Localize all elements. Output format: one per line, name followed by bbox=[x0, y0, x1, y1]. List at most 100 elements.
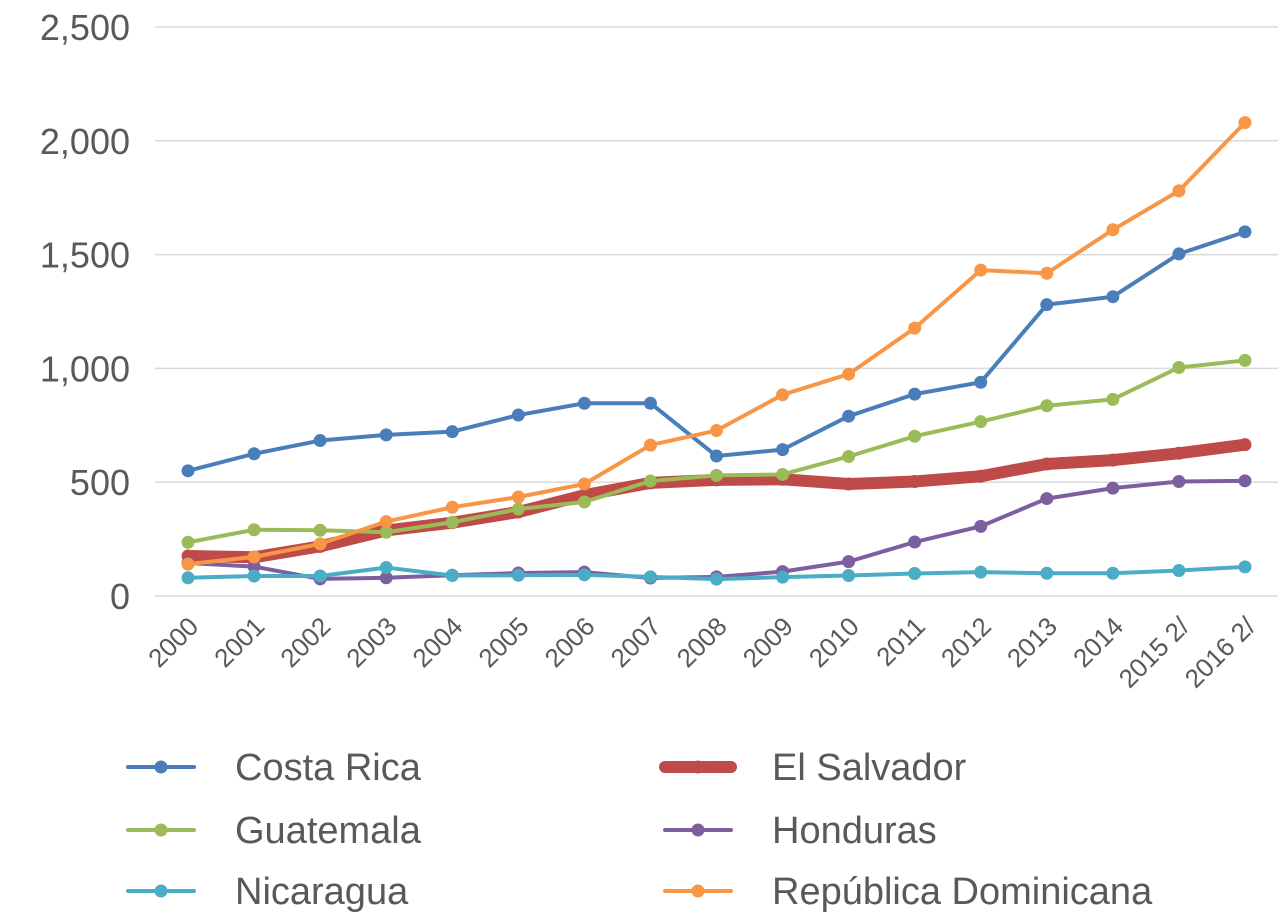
x-tick-label: 2000 bbox=[142, 611, 204, 673]
data-point bbox=[1172, 360, 1186, 374]
data-point bbox=[379, 571, 393, 585]
data-point bbox=[974, 519, 988, 533]
data-point bbox=[1238, 560, 1252, 574]
data-point bbox=[247, 550, 261, 564]
data-point bbox=[313, 537, 327, 551]
legend-label: Nicaragua bbox=[235, 871, 409, 913]
data-point bbox=[776, 467, 790, 481]
data-point bbox=[511, 502, 525, 516]
x-tick-label: 2007 bbox=[605, 611, 667, 673]
data-point bbox=[379, 515, 393, 529]
data-point bbox=[643, 396, 657, 410]
legend-label: Honduras bbox=[772, 810, 937, 852]
data-point bbox=[313, 523, 327, 537]
y-tick-label: 500 bbox=[70, 462, 130, 503]
data-point bbox=[1106, 481, 1120, 495]
data-point bbox=[1238, 116, 1252, 130]
data-point bbox=[842, 449, 856, 463]
data-point bbox=[1106, 223, 1120, 237]
data-point bbox=[1172, 247, 1186, 261]
data-point bbox=[1238, 438, 1252, 452]
data-point bbox=[776, 570, 790, 584]
x-axis-tick-labels: 2000 2001 2002 2003 2004 2005 2006 2007 2008 2009… bbox=[142, 610, 1262, 693]
x-tick-label: 2008 bbox=[671, 611, 733, 673]
data-point bbox=[974, 263, 988, 277]
data-point bbox=[313, 434, 327, 448]
y-tick-label: 0 bbox=[110, 576, 130, 617]
data-point bbox=[974, 469, 988, 483]
legend-swatch-marker bbox=[691, 823, 705, 837]
x-tick-label: 2015 2/ bbox=[1113, 610, 1196, 693]
legend: Costa Rica El Salvador Guatemala Honduras Ni… bbox=[126, 747, 1153, 913]
legend-label: Guatemala bbox=[235, 810, 422, 852]
series-line bbox=[186, 120, 1247, 567]
data-point bbox=[842, 409, 856, 423]
data-point bbox=[710, 468, 723, 482]
data-point bbox=[1238, 225, 1252, 239]
data-point bbox=[379, 561, 393, 575]
data-point bbox=[776, 443, 790, 457]
data-point bbox=[908, 475, 922, 489]
data-point bbox=[1106, 453, 1120, 467]
data-point bbox=[445, 425, 459, 439]
x-tick-label: 2004 bbox=[406, 611, 468, 673]
data-point bbox=[710, 424, 723, 438]
x-tick-label: 2010 bbox=[803, 611, 865, 673]
y-tick-label: 1,500 bbox=[40, 235, 130, 276]
series-4 bbox=[181, 560, 1252, 586]
legend-swatch-marker bbox=[154, 884, 168, 898]
data-point bbox=[577, 495, 591, 509]
data-point bbox=[1106, 566, 1120, 580]
x-tick-label: 2009 bbox=[737, 611, 799, 673]
data-point bbox=[842, 555, 856, 569]
data-point bbox=[445, 569, 459, 583]
data-point bbox=[511, 568, 525, 582]
data-point bbox=[974, 375, 988, 389]
legend-label: El Salvador bbox=[772, 747, 967, 789]
data-point bbox=[313, 569, 327, 583]
legend-swatch-marker bbox=[154, 823, 168, 837]
data-point bbox=[247, 447, 261, 461]
data-point bbox=[842, 477, 856, 491]
data-point bbox=[908, 387, 922, 401]
data-point bbox=[1106, 290, 1120, 304]
gridlines bbox=[155, 26, 1278, 597]
data-point bbox=[908, 535, 922, 549]
data-point bbox=[776, 388, 790, 402]
legend-swatch-marker bbox=[691, 760, 705, 774]
legend-item: Nicaragua bbox=[126, 871, 409, 913]
legend-item: Costa Rica bbox=[126, 747, 422, 789]
legend-swatch-marker bbox=[154, 760, 168, 774]
y-tick-label: 2,000 bbox=[40, 121, 130, 162]
data-point bbox=[1040, 399, 1054, 413]
data-point bbox=[643, 570, 657, 584]
x-tick-label: 2001 bbox=[208, 611, 270, 673]
legend-item: Guatemala bbox=[126, 810, 422, 852]
data-point bbox=[1238, 474, 1252, 488]
data-point bbox=[1040, 266, 1054, 280]
series-2 bbox=[181, 353, 1252, 549]
data-point bbox=[1172, 564, 1186, 578]
data-point bbox=[1172, 184, 1186, 198]
data-point bbox=[445, 500, 459, 514]
y-tick-label: 2,500 bbox=[40, 7, 130, 48]
data-point bbox=[643, 438, 657, 452]
data-point bbox=[181, 571, 195, 585]
data-point bbox=[511, 490, 525, 504]
data-point bbox=[710, 449, 723, 463]
x-tick-label: 2005 bbox=[472, 611, 534, 673]
legend-label: Costa Rica bbox=[235, 747, 422, 789]
data-point bbox=[842, 569, 856, 583]
x-tick-label: 2011 bbox=[870, 611, 931, 672]
data-point bbox=[908, 566, 922, 580]
y-axis-tick-labels: 0 500 1,000 1,500 2,000 2,500 bbox=[40, 7, 130, 617]
y-tick-label: 1,000 bbox=[40, 348, 130, 389]
data-point bbox=[247, 523, 261, 537]
legend-label: República Dominicana bbox=[772, 871, 1153, 913]
data-point bbox=[1238, 353, 1252, 367]
legend-item: El Salvador bbox=[659, 747, 967, 789]
x-tick-label: 2003 bbox=[340, 611, 402, 673]
data-point bbox=[181, 464, 195, 478]
data-point bbox=[379, 525, 393, 539]
